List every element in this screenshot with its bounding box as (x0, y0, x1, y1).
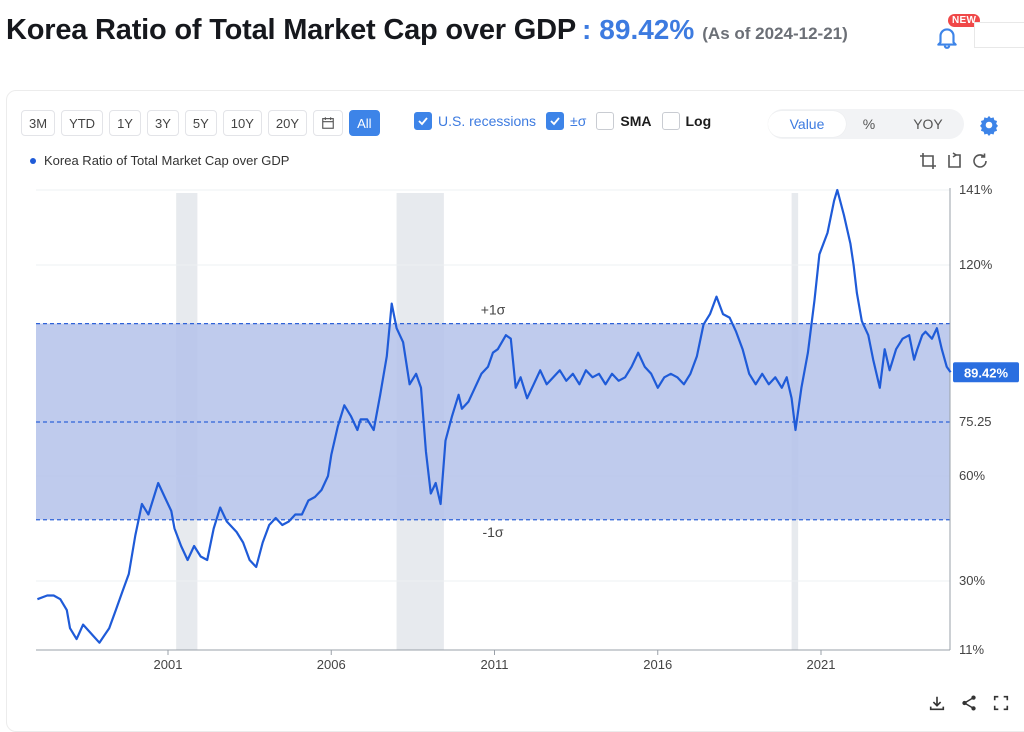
legend-label: Korea Ratio of Total Market Cap over GDP (44, 153, 290, 168)
share-icon[interactable] (960, 694, 978, 712)
chart-options: U.S. recessions ±σ SMA Log (414, 112, 721, 130)
x-tick-label-3: 2016 (643, 657, 672, 672)
y-tick-label-4: 30% (959, 573, 985, 588)
series-line (37, 188, 952, 644)
chart-legend: Korea Ratio of Total Market Cap over GDP (30, 153, 289, 168)
log-toggle[interactable]: Log (661, 112, 712, 130)
title-separator: : (581, 14, 592, 45)
view-mode-value[interactable]: Value (768, 111, 846, 137)
sigma-label: ±σ (570, 113, 587, 129)
y-tick-label-1: 120% (959, 257, 993, 272)
account-menu[interactable] (974, 22, 1024, 48)
check-icon (418, 117, 428, 126)
calendar-button[interactable] (313, 110, 344, 136)
range-selector: 3M YTD 1Y 3Y 5Y 10Y 20Y All (21, 110, 380, 136)
sigma-upper-label: +1σ (481, 302, 506, 318)
chart-tools (918, 151, 990, 171)
as-of-date: (As of 2024-12-21) (702, 24, 848, 43)
sma-checkbox[interactable] (596, 112, 615, 130)
last-value-badge (953, 362, 1019, 383)
y-tick-label-3: 60% (959, 468, 985, 483)
gear-icon[interactable] (978, 114, 1000, 136)
range-button-1y[interactable]: 1Y (109, 110, 141, 136)
current-value: 89.42% (599, 14, 695, 45)
crop-icon[interactable] (918, 151, 938, 171)
calendar-icon (322, 117, 334, 129)
log-label: Log (685, 113, 712, 129)
last-value-label: 89.42% (964, 365, 1009, 380)
range-button-3y[interactable]: 3Y (146, 110, 179, 136)
x-tick-label-1: 2006 (317, 657, 346, 672)
recessions-toggle[interactable]: U.S. recessions (414, 112, 536, 130)
legend-marker (30, 157, 36, 164)
refresh-icon[interactable] (970, 151, 990, 171)
range-button-all[interactable]: All (349, 110, 380, 136)
view-mode-switch: Value % YOY (768, 109, 964, 139)
bell-icon[interactable] (934, 24, 960, 50)
chart-actions (928, 694, 1010, 712)
recessions-checkbox[interactable] (414, 112, 432, 130)
restore-icon[interactable] (944, 151, 964, 171)
range-button-3m[interactable]: 3M (21, 110, 56, 136)
sigma-lower-label: -1σ (482, 524, 503, 540)
page-title: Korea Ratio of Total Market Cap over GDP (6, 14, 576, 46)
y-tick-label-5: 11% (959, 642, 984, 657)
range-button-20y[interactable]: 20Y (267, 110, 308, 136)
y-tick-label-2: 75.25 (959, 414, 992, 429)
x-tick-label-2: 2011 (481, 657, 509, 672)
page-header: Korea Ratio of Total Market Cap over GDP… (6, 14, 848, 54)
sma-label: SMA (620, 113, 652, 129)
download-icon[interactable] (928, 694, 946, 712)
x-tick-label-4: 2021 (807, 657, 836, 672)
check-icon (550, 117, 560, 126)
x-tick-label-0: 2001 (154, 657, 183, 672)
sma-toggle[interactable]: SMA (596, 112, 652, 130)
sigma-checkbox[interactable] (546, 112, 565, 130)
log-checkbox[interactable] (661, 112, 680, 130)
new-badge: NEW (948, 14, 981, 27)
view-mode-percent[interactable]: % (862, 116, 876, 132)
range-button-5y[interactable]: 5Y (184, 110, 217, 136)
sigma-toggle[interactable]: ±σ (546, 112, 586, 130)
y-tick-label-0: 141% (959, 182, 993, 197)
fullscreen-icon[interactable] (992, 694, 1010, 712)
view-mode-yoy[interactable]: YOY (913, 116, 943, 132)
range-button-ytd[interactable]: YTD (61, 110, 104, 136)
range-button-10y[interactable]: 10Y (222, 110, 262, 136)
recessions-label: U.S. recessions (438, 113, 537, 129)
